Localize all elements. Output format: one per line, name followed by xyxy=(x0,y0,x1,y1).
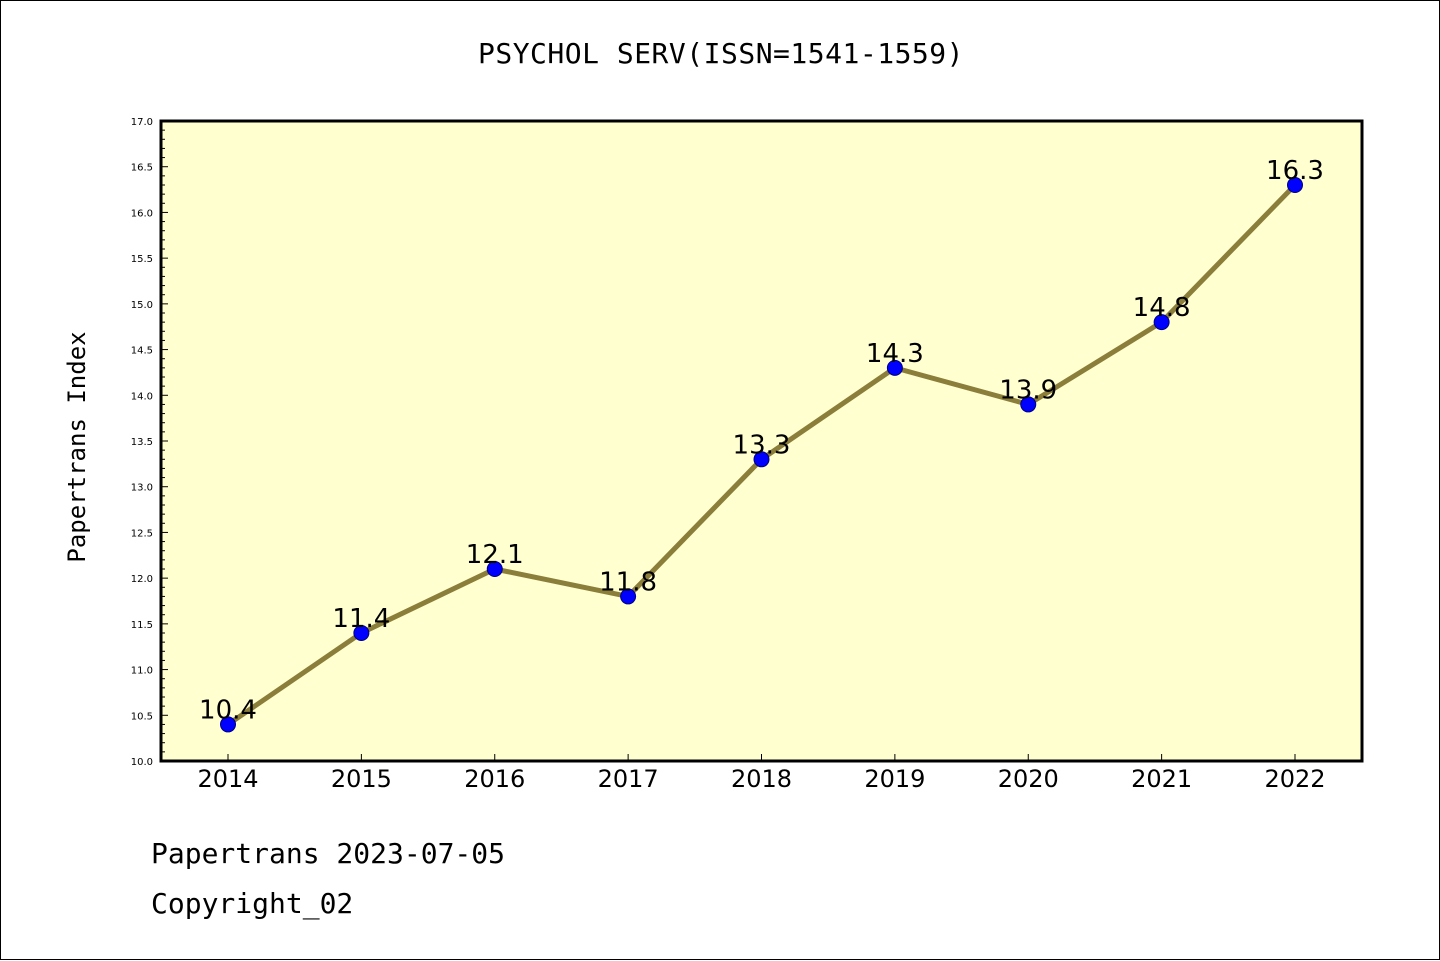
data-point xyxy=(1020,396,1037,413)
y-tick-label: 12.0 xyxy=(131,574,153,585)
data-label: 12.1 xyxy=(466,540,524,570)
x-tick-label: 2020 xyxy=(998,765,1059,793)
footer-date: Papertrans 2023-07-05 xyxy=(151,837,506,870)
data-point xyxy=(1287,177,1303,193)
x-tick-label: 2015 xyxy=(331,765,392,793)
data-label: 14.8 xyxy=(1133,293,1191,323)
y-tick-label: 14.5 xyxy=(131,346,153,357)
chart-title: PSYCHOL SERV(ISSN=1541-1559) xyxy=(477,37,964,70)
y-tick-label: 11.0 xyxy=(131,666,153,677)
data-point xyxy=(353,625,370,641)
data-point xyxy=(886,359,903,376)
x-tick-label: 2014 xyxy=(197,765,258,793)
x-tick-label: 2016 xyxy=(464,765,525,793)
y-tick-label: 15.0 xyxy=(131,300,153,311)
y-tick-label: 16.0 xyxy=(131,208,153,219)
data-label: 13.3 xyxy=(733,430,791,460)
y-tick-label: 10.0 xyxy=(131,757,153,768)
y-tick-label: 13.0 xyxy=(131,483,153,494)
plot-area xyxy=(161,121,1362,761)
x-tick-label: 2018 xyxy=(731,765,792,793)
data-label: 11.4 xyxy=(332,604,390,634)
data-point xyxy=(753,451,770,468)
y-tick-label: 11.5 xyxy=(131,620,153,631)
data-point xyxy=(1153,314,1170,331)
x-tick-label: 2021 xyxy=(1131,765,1192,793)
data-label: 14.3 xyxy=(866,339,924,369)
x-tick-label: 2019 xyxy=(864,765,925,793)
y-tick-label: 16.5 xyxy=(131,163,153,174)
y-tick-label: 10.5 xyxy=(131,711,153,722)
y-tick-label: 14.0 xyxy=(131,391,153,402)
y-tick-label: 15.5 xyxy=(131,254,153,265)
data-label: 16.3 xyxy=(1266,156,1324,186)
data-label: 10.4 xyxy=(199,695,257,725)
data-point xyxy=(486,561,503,577)
data-label: 11.8 xyxy=(599,567,657,597)
y-tick-label: 12.5 xyxy=(131,528,153,539)
x-tick-label: 2022 xyxy=(1264,765,1325,793)
data-label: 13.9 xyxy=(999,375,1057,405)
x-tick-label: 2017 xyxy=(598,765,659,793)
footer-copyright: Copyright_02 xyxy=(151,887,354,920)
y-tick-label: 13.5 xyxy=(131,437,153,448)
data-point xyxy=(220,716,236,733)
y-tick-label: 17.0 xyxy=(131,117,153,128)
data-point xyxy=(620,588,637,605)
